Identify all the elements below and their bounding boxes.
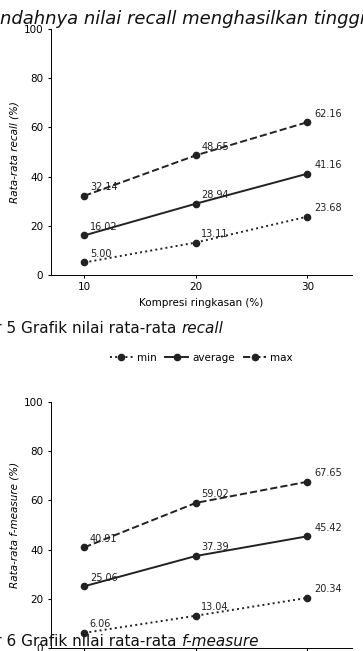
- Y-axis label: Rata-rata f-measure (%): Rata-rata f-measure (%): [9, 462, 19, 588]
- Text: 5.00: 5.00: [90, 249, 111, 259]
- Text: 23.68: 23.68: [314, 203, 342, 213]
- X-axis label: Kompresi ringkasan (%): Kompresi ringkasan (%): [139, 298, 264, 308]
- Text: 37.39: 37.39: [201, 542, 229, 553]
- Text: 67.65: 67.65: [314, 468, 342, 478]
- Text: 45.42: 45.42: [314, 523, 342, 533]
- Text: 40.91: 40.91: [90, 534, 117, 544]
- Text: ndahnya nilai recall menghasilkan tingginya nilai f: ndahnya nilai recall menghasilkan tinggi…: [0, 10, 363, 28]
- Text: 6.06: 6.06: [90, 619, 111, 630]
- Text: 59.02: 59.02: [201, 490, 229, 499]
- Text: 32.14: 32.14: [90, 182, 118, 192]
- Text: 62.16: 62.16: [314, 109, 342, 118]
- Text: 16.02: 16.02: [90, 222, 118, 232]
- Text: 41.16: 41.16: [314, 160, 342, 170]
- Legend: min, average, max: min, average, max: [106, 349, 297, 367]
- Text: 48.65: 48.65: [201, 142, 229, 152]
- Text: 20.34: 20.34: [314, 584, 342, 594]
- Text: f-measure: f-measure: [182, 634, 259, 649]
- Text: Gambar 5 Grafik nilai rata-rata: Gambar 5 Grafik nilai rata-rata: [0, 321, 182, 337]
- Text: 28.94: 28.94: [201, 190, 229, 200]
- Y-axis label: Rata-rata recall (%): Rata-rata recall (%): [9, 101, 19, 203]
- Text: 25.06: 25.06: [90, 573, 118, 583]
- Text: recall: recall: [182, 321, 223, 337]
- Text: 13.04: 13.04: [201, 602, 229, 612]
- Text: 13.11: 13.11: [201, 229, 229, 239]
- Text: Gambar 6 Grafik nilai rata-rata: Gambar 6 Grafik nilai rata-rata: [0, 634, 182, 649]
